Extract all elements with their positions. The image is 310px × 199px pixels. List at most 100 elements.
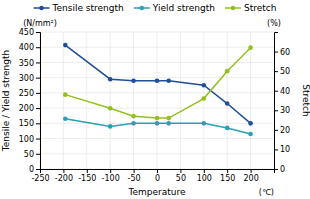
tick-label: 400 (19, 43, 34, 52)
tick: -50 (128, 169, 141, 183)
point (155, 121, 160, 126)
point (166, 121, 171, 126)
tick-label: 50 (24, 150, 34, 159)
tick-label: -150 (78, 174, 96, 183)
point (248, 121, 253, 126)
tick: 150 (19, 119, 40, 128)
legend-item: Stretch (225, 3, 276, 13)
legend-label: Yield strength (152, 3, 215, 13)
tick-mark (110, 169, 111, 173)
point (108, 77, 113, 82)
tick-mark (204, 169, 205, 173)
grid-line (40, 108, 274, 109)
tick-label: 40 (280, 87, 290, 96)
tick-label: 0 (155, 174, 160, 183)
point (225, 101, 230, 106)
point (131, 78, 136, 83)
point (63, 92, 68, 97)
tick-label: 450 (19, 28, 34, 37)
legend-marker (39, 6, 44, 11)
tick-mark (180, 169, 181, 173)
y2-axis-title: Stretch (301, 84, 310, 116)
tick-mark (36, 169, 40, 170)
grid-line (227, 32, 228, 169)
tick-label: 20 (280, 126, 290, 135)
grid-line (157, 32, 158, 169)
tick-mark (157, 169, 158, 173)
tick: 300 (19, 74, 40, 83)
tick-label: -250 (31, 174, 49, 183)
tick: 20 (274, 126, 290, 135)
tick: 30 (274, 106, 290, 115)
series-line (65, 48, 250, 118)
y-axis-line (36, 33, 41, 170)
legend-marker (139, 6, 144, 11)
grid (40, 32, 274, 169)
tick: 100 (197, 169, 212, 183)
tick-label: 50 (280, 67, 290, 76)
legend-label: Stretch (244, 3, 276, 13)
point (248, 45, 253, 50)
grid-line (40, 153, 274, 154)
grid-line (40, 92, 274, 93)
tick: 40 (274, 87, 290, 96)
point (108, 106, 113, 111)
tick-label: 200 (19, 104, 34, 113)
point (63, 116, 68, 121)
tick-label: -50 (128, 174, 141, 183)
tick-mark (274, 71, 278, 72)
point (155, 78, 160, 83)
point (248, 132, 253, 137)
tick: -200 (55, 169, 73, 183)
tick-mark (36, 47, 40, 48)
tick-label: 0 (29, 165, 34, 174)
tick-mark (87, 169, 88, 173)
x-axis-title: Temperature (127, 187, 185, 197)
tick-mark (274, 52, 278, 53)
grid-line (40, 62, 274, 63)
grid-line (180, 32, 181, 169)
annotation: (%) (267, 19, 281, 28)
tick: -100 (102, 169, 120, 183)
grid-line (110, 32, 111, 169)
tick-mark (36, 123, 40, 124)
tick: 0 (274, 165, 285, 174)
grid-line (40, 77, 274, 78)
tick-mark (274, 91, 278, 92)
tick: 50 (274, 67, 290, 76)
point (155, 116, 160, 121)
tick: 150 (220, 169, 235, 183)
grid-line (133, 32, 134, 169)
point (202, 121, 207, 126)
x-axis: -250 -200 -150 -100 -50 0 50 100 150 200 (31, 169, 274, 183)
tick-label: 100 (197, 174, 212, 183)
tick: 50 (176, 169, 186, 183)
tick-label: 30 (280, 106, 290, 115)
tick-label: -100 (102, 174, 120, 183)
point (202, 96, 207, 101)
point (166, 78, 171, 83)
legend-item: Tensile strength (34, 3, 124, 13)
tick-mark (251, 169, 252, 173)
grid-line (40, 47, 274, 48)
tick-label: 150 (19, 119, 34, 128)
tick-label: 60 (280, 48, 290, 57)
tick-mark (36, 93, 40, 94)
grid-line (40, 32, 274, 33)
tick: 200 (243, 169, 258, 183)
tick-label: 50 (176, 174, 186, 183)
tick-mark (274, 149, 278, 150)
y2-axis: 0102030405060 (274, 33, 290, 175)
tick: 100 (19, 135, 40, 144)
y-axis: 050100150200250300350400450 (19, 28, 41, 174)
point (131, 121, 136, 126)
tick-label: 0 (280, 165, 285, 174)
point (166, 116, 171, 121)
tick-label: 300 (19, 74, 34, 83)
point (202, 83, 207, 88)
grid-line (40, 138, 274, 139)
plot-area: -250-200-150-100-50050100150200050100150… (19, 28, 290, 183)
tick-mark (274, 130, 278, 131)
tick: 60 (274, 48, 290, 57)
tick-label: -200 (55, 174, 73, 183)
